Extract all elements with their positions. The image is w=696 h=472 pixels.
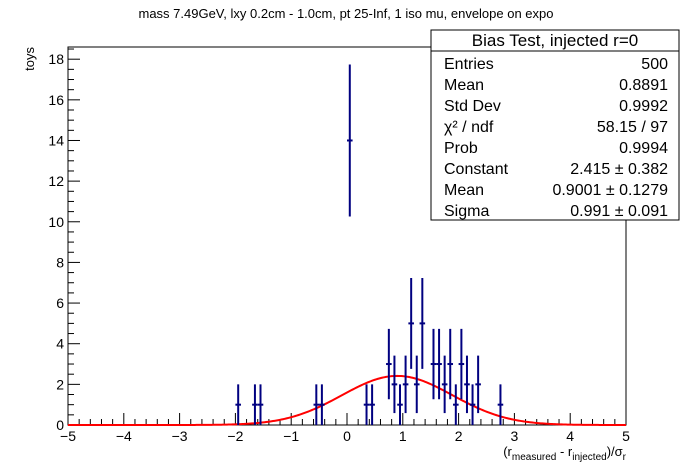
data-point bbox=[430, 328, 437, 400]
data-point bbox=[397, 384, 403, 425]
data-point bbox=[252, 384, 258, 425]
data-point bbox=[419, 277, 426, 369]
stats-value: 500 bbox=[641, 56, 668, 73]
x-tick-label: −3 bbox=[172, 428, 188, 444]
gaussian-fit-curve bbox=[68, 374, 626, 426]
y-tick-labels: 0 2 4 6 8 10 12 14 16 18 bbox=[48, 51, 64, 433]
y-tick-label: 8 bbox=[56, 254, 64, 270]
stats-value: 0.9001 ± 0.1279 bbox=[552, 182, 668, 199]
stats-value: 58.15 / 97 bbox=[597, 119, 668, 136]
data-point bbox=[464, 355, 470, 414]
x-tick-label: −5 bbox=[60, 428, 76, 444]
data-point bbox=[436, 328, 442, 400]
data-point bbox=[413, 355, 420, 414]
stats-label: Sigma bbox=[444, 203, 489, 220]
data-point bbox=[257, 384, 264, 425]
stats-value: 0.9994 bbox=[619, 140, 668, 157]
stats-value: 0.8891 bbox=[619, 77, 668, 94]
stats-label: Prob bbox=[444, 140, 478, 157]
x-tick-label: 1 bbox=[399, 428, 407, 444]
y-tick-label: 6 bbox=[56, 295, 64, 311]
stats-label: Mean bbox=[444, 182, 484, 199]
x-tick-label: 4 bbox=[566, 428, 574, 444]
y-tick-label: 4 bbox=[56, 336, 64, 352]
x-tick-label: −1 bbox=[283, 428, 299, 444]
data-point bbox=[363, 384, 370, 425]
y-tick-label: 10 bbox=[48, 214, 64, 230]
x-tick-label: −4 bbox=[116, 428, 132, 444]
data-point bbox=[402, 355, 409, 414]
x-tick-label: 0 bbox=[343, 428, 351, 444]
data-point bbox=[441, 355, 448, 414]
stats-label: Entries bbox=[444, 56, 494, 73]
y-tick-label: 2 bbox=[56, 376, 64, 392]
y-axis-title: toys bbox=[22, 47, 37, 71]
data-point bbox=[369, 384, 375, 425]
x-tick-label: 2 bbox=[455, 428, 463, 444]
data-point bbox=[313, 384, 320, 425]
x-tick-label: −2 bbox=[227, 428, 243, 444]
y-tick-label: 0 bbox=[56, 417, 64, 433]
y-tick-label: 16 bbox=[48, 92, 64, 108]
x-axis-title: (rmeasured - rinjected)/σr bbox=[503, 444, 626, 463]
stats-value: 2.415 ± 0.382 bbox=[570, 161, 668, 178]
data-point bbox=[447, 328, 454, 400]
data-point bbox=[408, 277, 414, 369]
data-point bbox=[235, 384, 241, 425]
y-tick-label: 14 bbox=[48, 132, 64, 148]
data-point bbox=[497, 384, 504, 425]
stats-value: 0.9992 bbox=[619, 98, 668, 115]
y-tick-label: 18 bbox=[48, 51, 64, 67]
data-point bbox=[386, 328, 392, 400]
stats-value: 0.991 ± 0.091 bbox=[570, 203, 668, 220]
data-point bbox=[469, 384, 476, 425]
stats-label: Mean bbox=[444, 77, 484, 94]
data-point bbox=[319, 384, 325, 425]
stats-label: χ² / ndf bbox=[444, 119, 494, 136]
stats-label: Constant bbox=[444, 161, 509, 178]
x-tick-label: 5 bbox=[622, 428, 630, 444]
x-tick-labels: −5 −4 −3 −2 −1 0 1 2 3 4 5 bbox=[60, 428, 630, 444]
data-point bbox=[347, 64, 353, 217]
stats-label: Std Dev bbox=[444, 98, 501, 115]
y-tick-label: 12 bbox=[48, 173, 64, 189]
data-point bbox=[475, 355, 481, 414]
chart-title: mass 7.49GeV, lxy 0.2cm - 1.0cm, pt 25-I… bbox=[138, 6, 553, 21]
stats-rows: Entries 500 Mean 0.8891 Std Dev 0.9992 χ² / nd… bbox=[444, 56, 668, 220]
stats-box: Bias Test, injected r=0 Entries 500 Mean 0.… bbox=[430, 29, 680, 221]
stats-box-title: Bias Test, injected r=0 bbox=[472, 31, 638, 50]
data-point bbox=[458, 328, 465, 400]
x-tick-label: 3 bbox=[511, 428, 519, 444]
data-points bbox=[235, 64, 504, 425]
data-point bbox=[391, 355, 398, 414]
data-point bbox=[453, 384, 459, 425]
